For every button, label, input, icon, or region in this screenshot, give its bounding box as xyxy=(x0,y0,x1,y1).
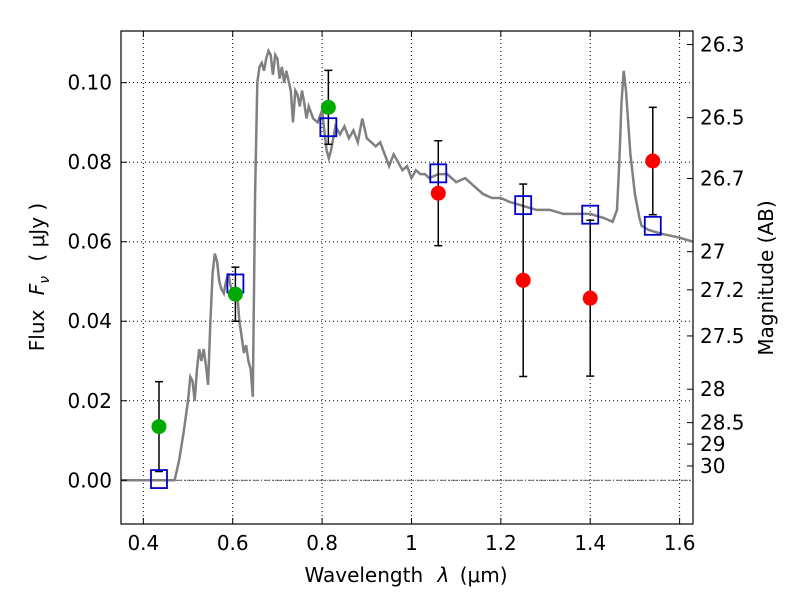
model-flux-square xyxy=(150,469,168,489)
x-tick-label: 0.8 xyxy=(306,531,338,555)
magnitude-axis-label: Magnitude (AB) xyxy=(754,200,778,355)
magnitude-tick-label: 27 xyxy=(700,240,725,264)
magnitude-tick-label: 30 xyxy=(700,454,725,478)
axis-ticks: 0.4 0.6 0.8 1 1.2 1.4 1.6 0.00 0.02 0.04 0.06 0.08 0… xyxy=(67,31,745,555)
red-data-point xyxy=(645,153,661,169)
y-axis-label: Flux Fν ( μJy ) xyxy=(25,203,54,351)
green-photometry-points xyxy=(151,99,336,435)
x-axis-label: Wavelength λ (μm) xyxy=(304,563,507,587)
y-tick-label: 0.02 xyxy=(67,389,112,413)
model-flux-square xyxy=(643,215,662,236)
magnitude-tick-label: 28 xyxy=(700,377,725,401)
model-spectrum-line xyxy=(121,47,694,482)
magnitude-tick-label: 26.7 xyxy=(700,167,745,191)
green-data-point xyxy=(320,99,336,115)
error-bars xyxy=(154,69,657,473)
red-data-point xyxy=(430,185,446,201)
model-flux-square xyxy=(429,163,448,184)
green-data-point xyxy=(151,419,167,435)
red-data-point xyxy=(582,290,598,306)
model-flux-square xyxy=(514,195,533,216)
red-photometry-points xyxy=(430,153,661,306)
green-data-point xyxy=(227,286,243,302)
y-tick-label: 0.10 xyxy=(67,71,112,95)
magnitude-tick-label: 28.5 xyxy=(700,411,745,435)
x-tick-label: 0.6 xyxy=(217,531,249,555)
x-tick-label: 0.4 xyxy=(127,531,159,555)
y-tick-label: 0.08 xyxy=(67,150,112,174)
grid-lines xyxy=(121,31,693,524)
magnitude-tick-label: 29 xyxy=(700,432,725,456)
magnitude-tick-label: 26.5 xyxy=(700,106,745,130)
y-tick-label: 0.06 xyxy=(67,230,112,254)
x-tick-label: 1 xyxy=(405,531,418,555)
magnitude-tick-label: 27.5 xyxy=(700,324,745,348)
magnitude-tick-label: 26.3 xyxy=(700,33,745,57)
y-tick-label: 0.00 xyxy=(67,468,112,492)
x-tick-label: 1.2 xyxy=(485,531,517,555)
y-tick-label: 0.04 xyxy=(67,309,112,333)
x-tick-label: 1.6 xyxy=(664,531,696,555)
x-tick-label: 1.4 xyxy=(574,531,606,555)
model-flux-squares xyxy=(150,117,662,489)
magnitude-tick-label: 27.2 xyxy=(700,278,745,302)
red-data-point xyxy=(515,272,531,288)
model-flux-square xyxy=(581,204,600,225)
model-flux-square xyxy=(319,117,338,138)
plot-frame xyxy=(120,30,694,525)
